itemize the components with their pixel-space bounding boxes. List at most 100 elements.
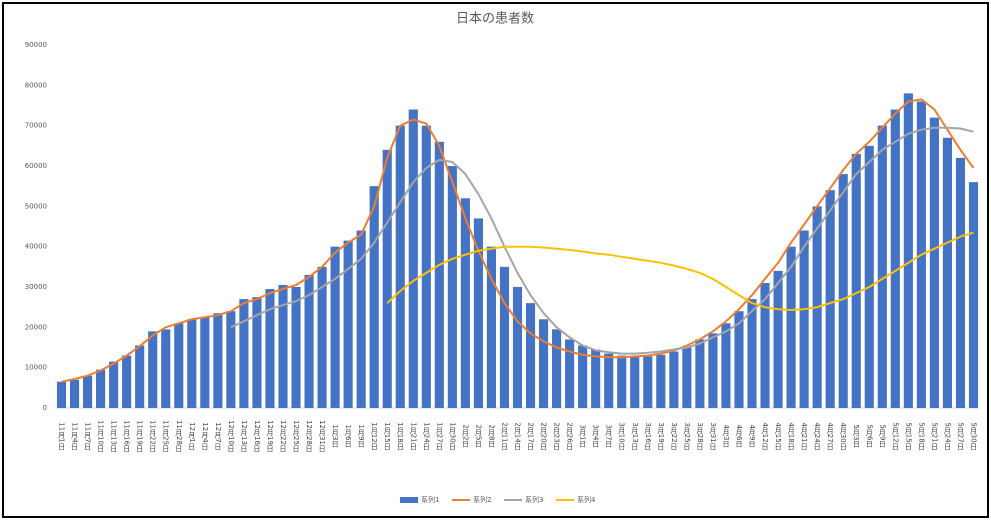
y-tick-label: 30000 [25,283,47,291]
x-tick-label: 12月28日 [305,420,313,453]
bar [838,174,848,408]
line-series [386,231,974,311]
bar [890,109,900,409]
bar [395,125,405,409]
bar [682,347,692,408]
x-tick-label: 1月12日 [370,422,378,451]
x-tick-label: 11月16日 [123,420,131,453]
x-tick-label: 5月21日 [930,422,938,451]
bar [122,355,132,408]
x-tick-label: 11月1日 [58,422,66,451]
x-tick-label: 1月21日 [409,422,417,451]
bar [265,289,275,408]
chart-title: 日本の患者数 [456,12,534,27]
x-tick-label: 2月14日 [514,422,522,451]
bar [460,198,470,408]
bar [486,246,497,408]
x-tick-label: 5月15日 [904,422,912,451]
line-series [61,98,975,383]
bar [617,355,627,408]
x-tick-label: 3月13日 [631,422,639,451]
bar [174,323,184,408]
x-tick-label: 3月22日 [670,422,678,451]
x-tick-label: 3月25日 [683,422,691,451]
bar [825,190,835,408]
bar [473,218,483,408]
bar [734,311,744,408]
x-tick-label: 3月7日 [605,425,613,449]
bar [565,339,575,408]
x-tick-label: 12月10日 [227,420,235,453]
bar [903,93,913,409]
bar [382,149,392,408]
bar [252,297,262,408]
x-tick-label: 3月10日 [618,422,626,451]
x-tick-label: 2月11日 [500,422,508,451]
x-tick-label: 2月2日 [461,425,469,449]
bar [864,145,874,409]
bar [968,182,979,408]
bar [538,319,549,408]
bar [83,375,93,408]
bar [200,317,210,408]
x-tick-label: 11月4日 [71,422,79,451]
x-tick-label: 4月6日 [735,425,743,449]
x-tick-label: 11月10日 [97,420,105,453]
legend-label: 系列2 [473,495,491,504]
x-tick-label: 4月21日 [800,422,808,451]
x-tick-label: 11月28日 [175,420,183,453]
bar [786,246,796,408]
x-tick-label: 11月13日 [110,420,118,453]
x-tick-label: 12月7日 [214,422,222,451]
x-tick-label: 11月25日 [162,420,170,453]
x-tick-label: 1月9日 [357,425,365,449]
x-tick-label: 12月31日 [318,420,326,453]
x-tick-label: 11月22日 [149,420,157,453]
x-tick-label: 12月16日 [253,420,261,453]
x-tick-label: 11月7日 [84,422,92,451]
x-tick-label: 5月3日 [852,425,860,449]
bar [747,299,757,408]
bar [109,361,119,408]
x-tick-label: 2月20日 [540,422,548,451]
x-tick-label: 1月24日 [422,422,430,451]
bar [447,166,457,408]
bar [330,246,340,408]
x-tick-label: 4月30日 [839,422,847,451]
bar [708,333,718,408]
x-tick-label: 12月22日 [279,420,287,453]
bar [69,379,80,408]
x-tick-label: 12月13日 [240,420,248,453]
legend-label: 系列4 [577,495,596,504]
x-tick-label: 5月12日 [891,422,899,451]
x-tick-label: 3月1日 [579,425,587,449]
bar [226,311,236,408]
bar [213,313,223,408]
x-tick-label: 4月27日 [826,422,834,451]
x-tick-label: 12月4日 [201,422,209,451]
y-tick-label: 0 [43,404,47,412]
bar [408,109,418,409]
bar [799,230,809,408]
bar [421,125,431,409]
bar [760,282,770,408]
x-tick-label: 2月5日 [474,425,482,449]
bar [695,339,705,408]
bar [135,345,145,408]
x-tick-label: 1月6日 [344,425,352,449]
bar [161,329,171,408]
x-tick-label: 1月15日 [383,422,391,451]
line-series [230,126,974,355]
bar [630,356,640,408]
bar [499,266,510,408]
bar [356,230,366,408]
bar [643,356,653,408]
y-tick-label: 90000 [25,41,47,49]
bar [343,240,353,408]
bar [773,270,783,408]
x-tick-label: 1月18日 [396,422,404,451]
bar [851,153,861,408]
bar [929,117,939,408]
bar [591,349,601,408]
x-tick-label: 2月17日 [527,422,535,451]
